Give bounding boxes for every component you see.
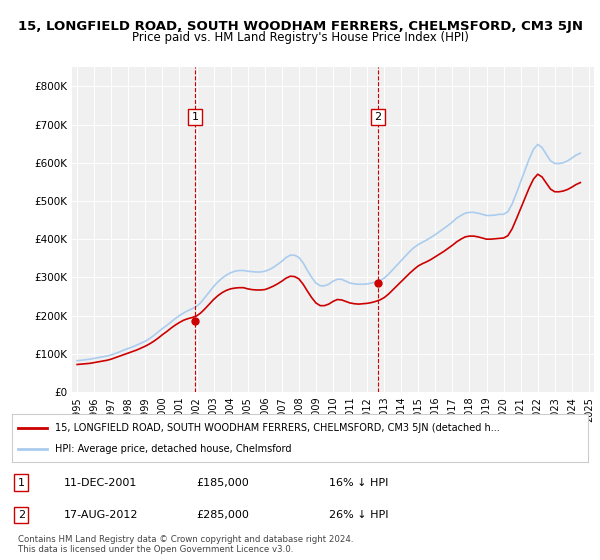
Text: Contains HM Land Registry data © Crown copyright and database right 2024.
This d: Contains HM Land Registry data © Crown c… — [18, 535, 353, 554]
Text: 11-DEC-2001: 11-DEC-2001 — [64, 478, 137, 488]
Text: 1: 1 — [191, 112, 199, 122]
Text: 26% ↓ HPI: 26% ↓ HPI — [329, 510, 388, 520]
Text: 2: 2 — [18, 510, 25, 520]
Text: HPI: Average price, detached house, Chelmsford: HPI: Average price, detached house, Chel… — [55, 444, 292, 454]
Text: 17-AUG-2012: 17-AUG-2012 — [64, 510, 139, 520]
Text: 15, LONGFIELD ROAD, SOUTH WOODHAM FERRERS, CHELMSFORD, CM3 5JN (detached h...: 15, LONGFIELD ROAD, SOUTH WOODHAM FERRER… — [55, 423, 500, 433]
Text: £285,000: £285,000 — [196, 510, 249, 520]
Text: 2: 2 — [374, 112, 382, 122]
Text: Price paid vs. HM Land Registry's House Price Index (HPI): Price paid vs. HM Land Registry's House … — [131, 31, 469, 44]
Text: 1: 1 — [18, 478, 25, 488]
Text: £185,000: £185,000 — [196, 478, 249, 488]
Text: 15, LONGFIELD ROAD, SOUTH WOODHAM FERRERS, CHELMSFORD, CM3 5JN: 15, LONGFIELD ROAD, SOUTH WOODHAM FERRER… — [17, 20, 583, 32]
Text: 16% ↓ HPI: 16% ↓ HPI — [329, 478, 388, 488]
